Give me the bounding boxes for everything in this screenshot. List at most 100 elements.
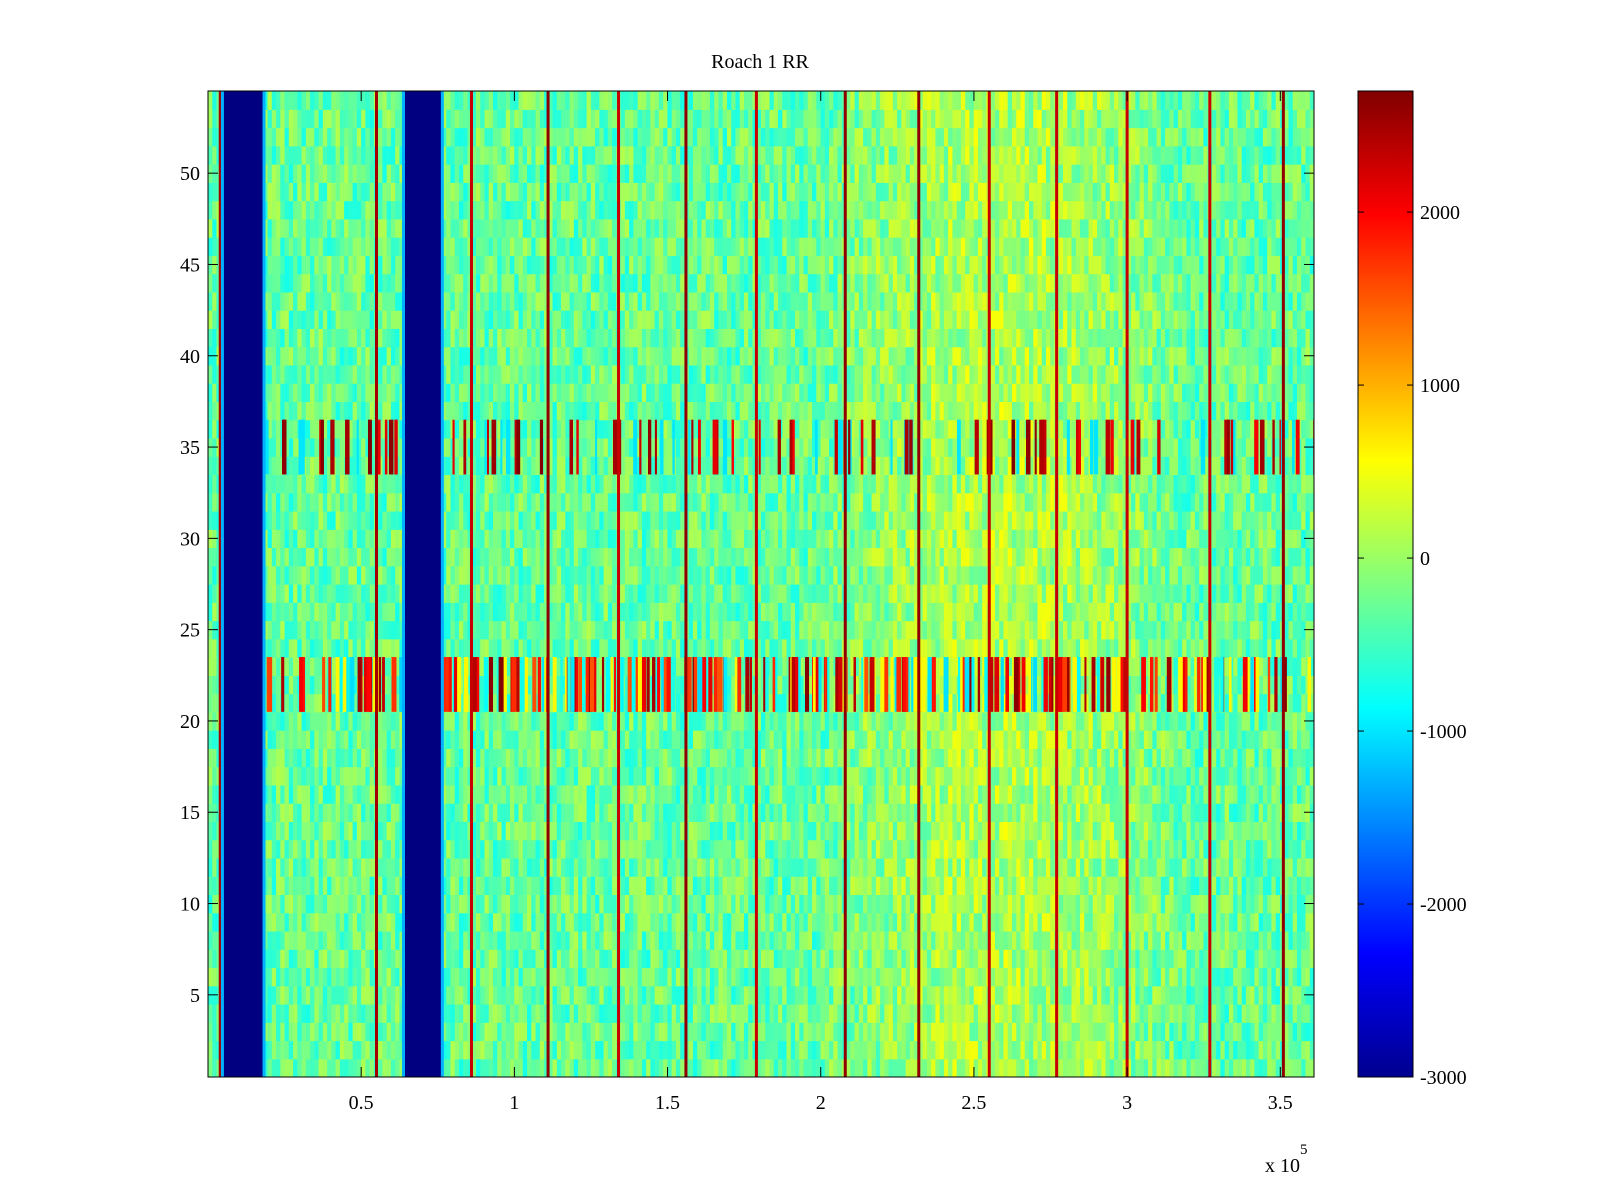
heatmap-cell (603, 784, 609, 804)
heatmap-cell (322, 839, 328, 859)
heatmap-cell (918, 876, 924, 896)
heatmap-cell (284, 857, 290, 877)
heatmap-cell (1067, 985, 1073, 1005)
heatmap-cell (365, 985, 371, 1005)
heatmap-cell (497, 803, 503, 822)
heatmap-cell (590, 784, 596, 804)
heatmap-cell (880, 784, 885, 804)
heatmap-cell (335, 876, 341, 896)
heatmap-cell (1071, 949, 1077, 969)
heatmap-cell (1262, 1040, 1268, 1060)
heatmap-cell (931, 985, 936, 1005)
heatmap-cell (620, 784, 626, 804)
heatmap-cell (544, 748, 549, 768)
heatmap-cell (565, 748, 571, 768)
heatmap-cell (1122, 967, 1128, 987)
heatmap-cell (735, 857, 741, 877)
heatmap-cell (590, 967, 596, 987)
heatmap-cell (1118, 839, 1124, 859)
heatmap-cell (1088, 1003, 1094, 1023)
heatmap-cell (761, 821, 766, 841)
heatmap-cell (293, 748, 298, 768)
heatmap-cell (310, 748, 315, 768)
heatmap-cell (982, 857, 988, 877)
heatmap-cell (926, 803, 932, 822)
heatmap-cell (897, 766, 902, 786)
heatmap-cell (276, 930, 281, 950)
heatmap-cell (518, 748, 524, 768)
heatmap-cell (1084, 784, 1090, 804)
heatmap-cell (918, 1058, 924, 1077)
heatmap-cell (565, 1022, 571, 1042)
heatmap-cell (769, 930, 775, 950)
heatmap-cell (799, 803, 805, 822)
heatmap-cell (795, 1040, 800, 1060)
heatmap-cell (1258, 1058, 1264, 1077)
heatmap-cell (1254, 985, 1260, 1005)
heatmap-cell (688, 1040, 694, 1060)
heatmap-cell (1275, 821, 1281, 841)
heatmap-cell (812, 912, 817, 932)
heatmap-cell (1262, 748, 1268, 768)
heatmap-cell (735, 876, 741, 896)
heatmap-cell (1063, 857, 1068, 877)
heatmap-cell (718, 967, 724, 987)
heatmap-cell (378, 1040, 383, 1060)
heatmap-cell (352, 1040, 358, 1060)
heatmap-cell (778, 803, 783, 822)
heatmap-cell (1250, 748, 1256, 768)
heatmap-cell (556, 1058, 562, 1077)
heatmap-cell (497, 912, 503, 932)
heatmap-cell (1271, 1022, 1277, 1042)
heatmap-cell (497, 1058, 503, 1077)
heatmap-cell (965, 821, 971, 841)
heatmap-cell (352, 894, 358, 914)
heatmap-cell (1211, 1003, 1217, 1023)
heatmap-cell (650, 876, 656, 896)
heatmap-cell (977, 821, 983, 841)
heatmap-cell (327, 748, 332, 768)
heatmap-cell (756, 912, 762, 932)
heatmap-cell (1058, 1040, 1064, 1060)
heatmap-cell (646, 949, 651, 969)
heatmap-cell (1114, 839, 1119, 859)
heatmap-cell (960, 784, 966, 804)
heatmap-cell (875, 766, 881, 786)
heatmap-cell (837, 1058, 843, 1077)
heatmap-cell (854, 766, 860, 786)
heatmap-cell (578, 912, 583, 932)
heatmap-cell (658, 912, 664, 932)
heatmap-cell (531, 985, 537, 1005)
heatmap-cell (654, 894, 660, 914)
heatmap-cell (467, 748, 473, 768)
heatmap-cell (1114, 967, 1119, 987)
heatmap-cell (454, 967, 460, 987)
heatmap-cell (497, 821, 503, 841)
heatmap-cell (629, 803, 634, 822)
heatmap-cell (1092, 857, 1098, 877)
heatmap-cell (386, 949, 392, 969)
heatmap-cell (646, 839, 651, 859)
heatmap-cell (1233, 730, 1239, 749)
heatmap-cell (714, 821, 720, 841)
heatmap-cell (880, 1058, 885, 1077)
heatmap-cell (875, 1058, 881, 1077)
heatmap-cell (1003, 912, 1009, 932)
heatmap-cell (782, 949, 788, 969)
heatmap-cell (650, 949, 656, 969)
heatmap-cell (952, 748, 958, 768)
heatmap-cell (556, 821, 562, 841)
heatmap-cell (1122, 1022, 1128, 1042)
heatmap-cell (1228, 967, 1234, 987)
heatmap-cell (939, 985, 945, 1005)
heatmap-cell (361, 912, 366, 932)
heatmap-cell (1228, 730, 1234, 749)
heatmap-cell (994, 894, 1000, 914)
heatmap-cell (620, 803, 626, 822)
heatmap-cell (888, 876, 894, 896)
heatmap-cell (692, 1003, 698, 1023)
heatmap-cell (386, 967, 392, 987)
heatmap-cell (590, 1058, 596, 1077)
heatmap-cell (714, 1003, 720, 1023)
heatmap-cell (607, 730, 613, 749)
